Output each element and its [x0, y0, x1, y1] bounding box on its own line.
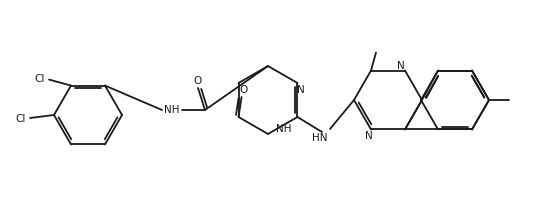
Text: N: N	[296, 85, 304, 95]
Text: NH: NH	[276, 124, 292, 134]
Text: N: N	[397, 61, 405, 71]
Text: O: O	[193, 76, 201, 86]
Text: O: O	[240, 85, 248, 95]
Text: Cl: Cl	[35, 74, 45, 84]
Text: NH: NH	[164, 105, 180, 115]
Text: HN: HN	[312, 133, 327, 143]
Text: Cl: Cl	[16, 114, 26, 124]
Text: N: N	[365, 131, 373, 141]
